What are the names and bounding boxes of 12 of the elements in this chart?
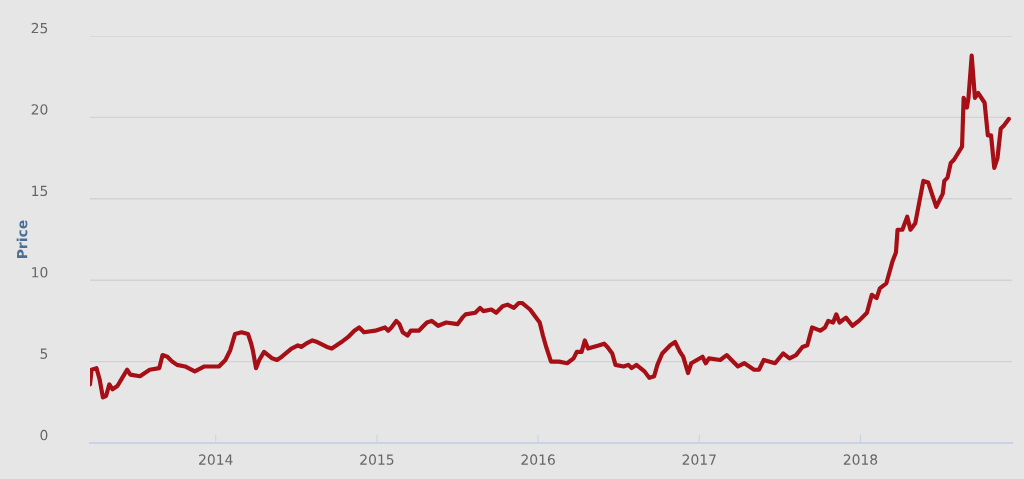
y-tick-label: 20: [31, 104, 48, 115]
y-tick-label: 15: [32, 185, 48, 197]
x-tick-label: 2015: [360, 454, 394, 465]
x-tick-label: 2016: [521, 454, 555, 465]
y-tick-label: 25: [31, 22, 48, 34]
y-tick-label: 10: [32, 267, 48, 278]
x-tick-label: 2014: [199, 454, 233, 465]
y-tick-label: 0: [40, 429, 48, 441]
y-axis-title: Price: [16, 220, 28, 258]
y-tick-label: 5: [40, 348, 48, 359]
x-tick-label: 2017: [682, 454, 716, 465]
x-tick-label: 2018: [843, 454, 878, 465]
